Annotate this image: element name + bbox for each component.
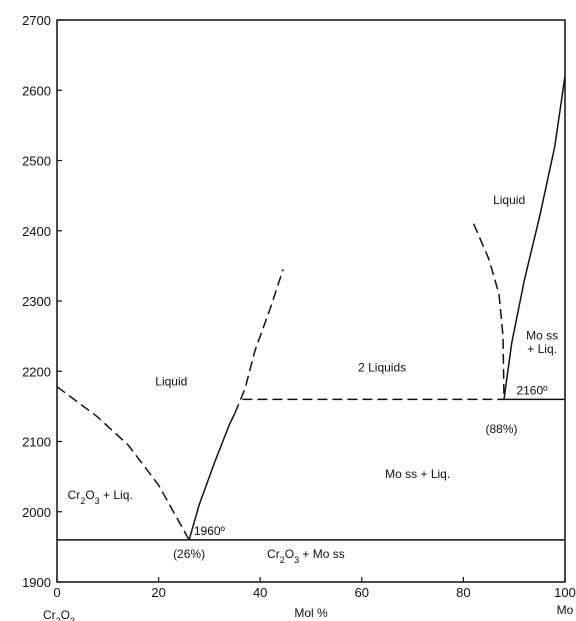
x-tick-label-3: 60 bbox=[355, 585, 369, 600]
y-tick-label-6: 2500 bbox=[22, 154, 51, 169]
x-tick-label-1: 20 bbox=[151, 585, 165, 600]
y-tick-label-3: 2200 bbox=[22, 364, 51, 379]
region-label-4: + Liq. bbox=[527, 342, 557, 356]
region-labels: Liquid 2 Liquids Liquid Mo ss+ Liq. 2160º (88… bbox=[68, 193, 559, 565]
x-axis-title: Mol % bbox=[294, 606, 328, 620]
y-tick-label-7: 2600 bbox=[22, 83, 51, 98]
left-end-label: Cr2O3 bbox=[43, 608, 75, 621]
y-tick-label-5: 2400 bbox=[22, 224, 51, 239]
region-label-10: (26%) bbox=[173, 547, 205, 561]
phase-boundaries bbox=[56, 76, 566, 541]
x-axis-ticks: 0 20 40 60 80 100 bbox=[53, 577, 576, 600]
x-tick-label-2: 40 bbox=[253, 585, 267, 600]
right-end-label: Mo bbox=[557, 603, 574, 617]
y-tick-label-0: 1900 bbox=[22, 575, 51, 590]
region-label-1: 2 Liquids bbox=[358, 360, 406, 374]
plot-frame bbox=[56, 19, 566, 583]
y-tick-label-8: 2700 bbox=[22, 13, 51, 28]
x-tick-label-4: 80 bbox=[456, 585, 470, 600]
y-tick-label-2: 2100 bbox=[22, 435, 51, 450]
x-tick-label-0: 0 bbox=[53, 585, 60, 600]
x-tick-label-5: 100 bbox=[554, 585, 576, 600]
region-label-11: Cr2O3 + Mo ss bbox=[267, 547, 345, 565]
region-label-0: Liquid bbox=[155, 374, 187, 388]
region-label-5: 2160º bbox=[516, 383, 548, 397]
boundary-line-6 bbox=[503, 76, 566, 400]
region-label-6: (88%) bbox=[485, 422, 517, 436]
region-label-9: 1960º bbox=[194, 524, 226, 538]
y-tick-label-1: 2000 bbox=[22, 505, 51, 520]
region-label-8: Cr2O3 + Liq. bbox=[68, 488, 133, 506]
region-label-3: Mo ss bbox=[526, 329, 558, 343]
y-tick-label-4: 2300 bbox=[22, 294, 51, 309]
boundary-line-0 bbox=[56, 386, 190, 541]
region-label-7: Mo ss + Liq. bbox=[385, 467, 450, 481]
boundary-line-5 bbox=[472, 223, 505, 400]
boundary-line-1 bbox=[188, 413, 236, 541]
region-label-2: Liquid bbox=[493, 193, 525, 207]
boundary-line-2 bbox=[234, 269, 284, 414]
y-axis-ticks: 1900 2000 2100 2200 2300 2400 2500 2600 2700 bbox=[22, 13, 62, 590]
